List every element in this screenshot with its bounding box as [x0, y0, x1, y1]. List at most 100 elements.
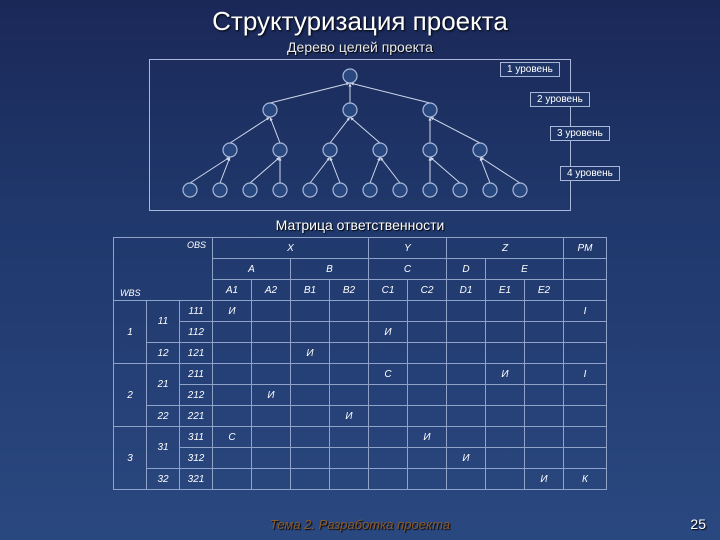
- wbs-l2: 21: [147, 364, 180, 406]
- matrix-cell: [408, 343, 447, 364]
- matrix-cell: И: [369, 322, 408, 343]
- matrix-cell: [330, 448, 369, 469]
- col-leaf: E2: [525, 280, 564, 301]
- matrix-cell: [330, 469, 369, 490]
- col-group: Z: [447, 238, 564, 259]
- matrix-cell: [252, 427, 291, 448]
- matrix-cell: [213, 322, 252, 343]
- wbs-l2: 31: [147, 427, 180, 469]
- page-number: 25: [690, 516, 706, 532]
- wbs-l3: 321: [180, 469, 213, 490]
- matrix-cell: И: [447, 448, 486, 469]
- matrix-cell: [525, 448, 564, 469]
- matrix-cell: И: [252, 385, 291, 406]
- matrix-cell: [291, 469, 330, 490]
- matrix-cell: С: [369, 364, 408, 385]
- col-leaf: C1: [369, 280, 408, 301]
- col-group: РМ: [564, 238, 607, 259]
- wbs-l3: 221: [180, 406, 213, 427]
- matrix-cell: [486, 448, 525, 469]
- col-leaf: [564, 280, 607, 301]
- tree-subtitle: Дерево целей проекта: [0, 39, 720, 55]
- matrix-cell: [330, 322, 369, 343]
- matrix-cell: [525, 343, 564, 364]
- matrix-cell: [447, 385, 486, 406]
- matrix-cell: [564, 322, 607, 343]
- matrix-cell: [252, 469, 291, 490]
- matrix-cell: [291, 427, 330, 448]
- matrix-cell: [330, 427, 369, 448]
- matrix-cell: I: [564, 364, 607, 385]
- wbs-label: WBS: [120, 288, 141, 298]
- tree-level-label: 1 уровень: [500, 62, 560, 77]
- matrix-cell: [486, 469, 525, 490]
- matrix-cell: [486, 427, 525, 448]
- page-title: Структуризация проекта: [0, 0, 720, 37]
- col-leaf: E1: [486, 280, 525, 301]
- matrix-cell: И: [408, 427, 447, 448]
- matrix-cell: [525, 385, 564, 406]
- matrix-cell: [564, 448, 607, 469]
- matrix-cell: [252, 322, 291, 343]
- matrix-cell: [408, 301, 447, 322]
- col-leaf: C2: [408, 280, 447, 301]
- matrix-cell: I: [564, 301, 607, 322]
- wbs-l2: 22: [147, 406, 180, 427]
- wbs-l3: 121: [180, 343, 213, 364]
- matrix-cell: [252, 448, 291, 469]
- matrix-cell: [408, 385, 447, 406]
- matrix-cell: [369, 385, 408, 406]
- matrix-cell: [369, 343, 408, 364]
- matrix-cell: [252, 364, 291, 385]
- matrix-cell: [447, 301, 486, 322]
- matrix-cell: С: [213, 427, 252, 448]
- matrix-cell: [486, 322, 525, 343]
- matrix-cell: [408, 364, 447, 385]
- matrix-cell: [447, 364, 486, 385]
- matrix-cell: [564, 427, 607, 448]
- matrix-cell: [291, 406, 330, 427]
- matrix-cell: [213, 448, 252, 469]
- col-mid: E: [486, 259, 564, 280]
- matrix-cell: [330, 364, 369, 385]
- matrix-cell: [525, 406, 564, 427]
- matrix-cell: И: [330, 406, 369, 427]
- col-group: Y: [369, 238, 447, 259]
- matrix-cell: И: [291, 343, 330, 364]
- matrix-cell: [213, 385, 252, 406]
- matrix-cell: [330, 385, 369, 406]
- col-mid: D: [447, 259, 486, 280]
- matrix-cell: [252, 406, 291, 427]
- wbs-l3: 311: [180, 427, 213, 448]
- col-leaf: D1: [447, 280, 486, 301]
- matrix-cell: [486, 301, 525, 322]
- wbs-l2: 32: [147, 469, 180, 490]
- matrix-cell: [213, 406, 252, 427]
- matrix-cell: И: [486, 364, 525, 385]
- matrix-cell: [291, 364, 330, 385]
- matrix-cell: К: [564, 469, 607, 490]
- col-mid: A: [213, 259, 291, 280]
- matrix-cell: [408, 469, 447, 490]
- matrix-cell: [369, 448, 408, 469]
- matrix-cell: [564, 406, 607, 427]
- matrix-cell: [291, 385, 330, 406]
- matrix-cell: [213, 343, 252, 364]
- tree-level-label: 4 уровень: [560, 166, 620, 181]
- matrix-cell: [564, 385, 607, 406]
- wbs-l1: 1: [114, 301, 147, 364]
- matrix-cell: [525, 301, 564, 322]
- wbs-l1: 3: [114, 427, 147, 490]
- matrix-cell: [447, 427, 486, 448]
- tree-level-label: 2 уровень: [530, 92, 590, 107]
- matrix-cell: [486, 343, 525, 364]
- wbs-l1: 2: [114, 364, 147, 427]
- matrix-cell: И: [213, 301, 252, 322]
- matrix-cell: [330, 301, 369, 322]
- col-leaf: B1: [291, 280, 330, 301]
- col-mid: C: [369, 259, 447, 280]
- matrix-cell: [252, 343, 291, 364]
- matrix-cell: [447, 343, 486, 364]
- matrix-cell: И: [525, 469, 564, 490]
- wbs-l3: 212: [180, 385, 213, 406]
